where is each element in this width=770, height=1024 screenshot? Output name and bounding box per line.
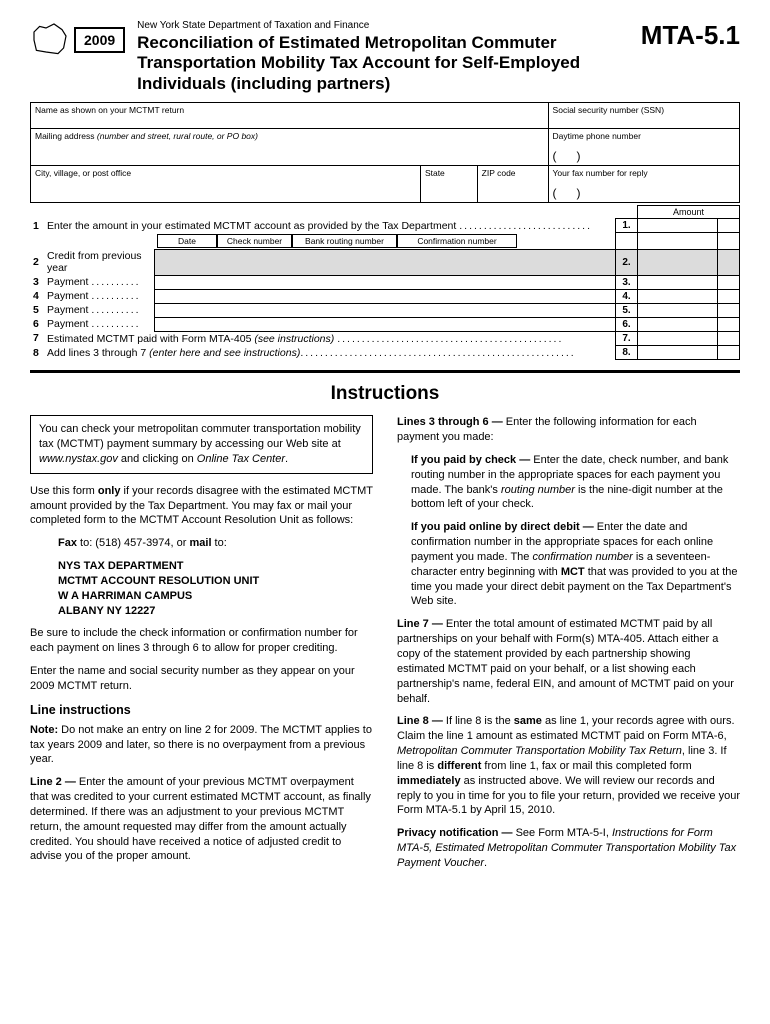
amount-header: Amount — [638, 206, 740, 219]
line-4-text: Payment .......... — [44, 289, 154, 303]
line-1-cents[interactable] — [718, 219, 740, 233]
line-2-amount — [638, 249, 718, 275]
line-instructions-heading: Line instructions — [30, 702, 373, 719]
line-4-detail[interactable] — [154, 289, 616, 303]
lines-table: Amount 1 Enter the amount in your estima… — [30, 205, 740, 360]
line-5-text: Payment .......... — [44, 303, 154, 317]
line-8-instr: Line 8 — If line 8 is the same as line 1… — [397, 714, 740, 818]
phone-cell[interactable]: Daytime phone number( ) — [548, 129, 739, 166]
line-1-text: Enter the amount in your estimated MCTMT… — [44, 219, 616, 233]
mailing-address: NYS TAX DEPARTMENT MCTMT ACCOUNT RESOLUT… — [30, 559, 373, 618]
privacy-notification: Privacy notification — See Form MTA-5-I,… — [397, 826, 740, 871]
line-2-shaded — [154, 249, 616, 275]
line-2-box: 2. — [616, 249, 638, 275]
check-info-para: Be sure to include the check information… — [30, 626, 373, 656]
note-para: Note: Do not make an entry on line 2 for… — [30, 723, 373, 768]
line-5-amount[interactable] — [638, 303, 718, 317]
line-6-amount[interactable] — [638, 317, 718, 331]
line-1-box: 1. — [616, 219, 638, 233]
ny-state-icon — [30, 20, 70, 60]
department-name: New York State Department of Taxation an… — [137, 20, 641, 31]
form-title: Reconciliation of Estimated Metropolitan… — [137, 33, 641, 94]
header: 2009 New York State Department of Taxati… — [30, 20, 740, 94]
line-1-num: 1 — [30, 219, 44, 233]
mailing-cell[interactable]: Mailing address (number and street, rura… — [31, 129, 549, 166]
paid-by-debit-instr: If you paid online by direct debit — Ent… — [397, 520, 740, 609]
line-2-text: Credit from previous year — [44, 249, 154, 275]
line-7-amount[interactable] — [638, 331, 718, 346]
state-cell[interactable]: State — [420, 166, 477, 203]
title-block: New York State Department of Taxation an… — [125, 20, 641, 94]
line-6-text: Payment .......... — [44, 317, 154, 331]
fax-cell[interactable]: Your fax number for reply( ) — [548, 166, 739, 203]
line-2-instr: Line 2 — Enter the amount of your previo… — [30, 775, 373, 864]
fax-line: Fax to: (518) 457-3974, or mail to: — [30, 536, 373, 551]
lines-3-6-instr: Lines 3 through 6 — Enter the following … — [397, 415, 740, 445]
instructions-columns: You can check your metropolitan commuter… — [30, 415, 740, 879]
logo-year-block: 2009 — [30, 20, 125, 60]
line-3-detail[interactable] — [154, 275, 616, 289]
line-8-amount[interactable] — [638, 346, 718, 360]
use-form-para: Use this form only if your records disag… — [30, 484, 373, 529]
info-box: You can check your metropolitan commuter… — [30, 415, 373, 474]
line-4-amount[interactable] — [638, 289, 718, 303]
divider — [30, 370, 740, 373]
ssn-cell[interactable]: Social security number (SSN) — [548, 103, 739, 129]
paid-by-check-instr: If you paid by check — Enter the date, c… — [397, 453, 740, 512]
left-column: You can check your metropolitan commuter… — [30, 415, 373, 879]
line-1-amount[interactable] — [638, 219, 718, 233]
line-6-detail[interactable] — [154, 317, 616, 331]
form-code: MTA-5.1 — [641, 20, 740, 51]
name-cell[interactable]: Name as shown on your MCTMT return — [31, 103, 549, 129]
line-7-text: Estimated MCTMT paid with Form MTA-405 (… — [44, 331, 616, 346]
line-5-detail[interactable] — [154, 303, 616, 317]
line-8-text: Add lines 3 through 7 (enter here and se… — [44, 346, 616, 360]
name-ssn-para: Enter the name and social security numbe… — [30, 664, 373, 694]
line-7-instr: Line 7 — Enter the total amount of estim… — [397, 617, 740, 706]
sub-headers-row: Date Check number Bank routing number Co… — [154, 233, 616, 250]
city-cell[interactable]: City, village, or post office — [31, 166, 421, 203]
right-column: Lines 3 through 6 — Enter the following … — [397, 415, 740, 879]
taxpayer-info-table: Name as shown on your MCTMT return Socia… — [30, 102, 740, 203]
tax-year: 2009 — [74, 27, 125, 53]
instructions-heading: Instructions — [30, 383, 740, 405]
line-3-amount[interactable] — [638, 275, 718, 289]
line-3-text: Payment .......... — [44, 275, 154, 289]
zip-cell[interactable]: ZIP code — [477, 166, 548, 203]
